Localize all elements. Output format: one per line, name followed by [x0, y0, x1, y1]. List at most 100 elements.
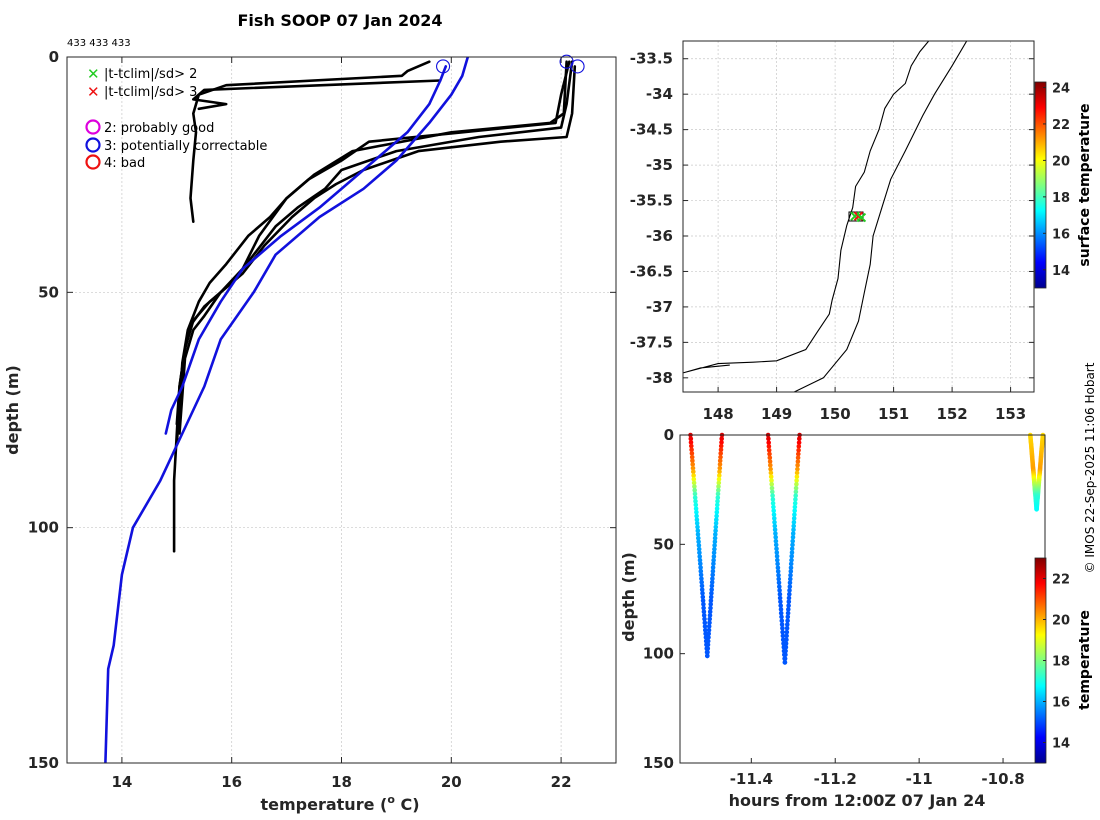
- cast-point-up: [715, 499, 720, 504]
- legend-label-sd2: |t-tclim|/sd> 2: [104, 67, 197, 82]
- cast-point-down: [766, 447, 772, 453]
- cast-point-up: [789, 550, 795, 555]
- temperature-profile-line: [178, 65, 577, 435]
- legend-label-flag2: 2: probably good: [104, 121, 214, 136]
- legend-x-red-icon: ✕: [87, 83, 100, 101]
- map-y-tick-label: -37.5: [630, 333, 673, 351]
- map-colorbar-label: surface temperature: [1077, 103, 1093, 266]
- cast-point-down: [689, 447, 694, 453]
- profile-title: Fish SOOP 07 Jan 2024: [238, 11, 443, 30]
- cast-point-up: [716, 480, 722, 486]
- cast-point-down: [777, 591, 783, 597]
- map-y-tick-label: -38: [646, 369, 673, 387]
- cast-colorbar-ticks: 14 16 18 20 22: [1043, 573, 1070, 752]
- cast-point-down: [775, 561, 780, 567]
- cast-point-down: [780, 629, 785, 635]
- cast-point-up: [711, 550, 717, 556]
- cast-point-up: [707, 613, 713, 618]
- cast-point-down: [780, 633, 786, 639]
- cast-point-up: [790, 542, 795, 548]
- cast-point-down: [772, 523, 778, 529]
- cast-point-down: [700, 594, 706, 600]
- cast-point-down: [770, 500, 776, 506]
- cast-point-up: [785, 614, 791, 620]
- cast-point-up: [793, 485, 799, 491]
- profile-x-ticks: 14 16 18 20 22: [111, 57, 572, 791]
- map-x-tick-label: 150: [819, 405, 850, 423]
- map-x-tick-label: 151: [878, 405, 909, 423]
- cast-point-down: [780, 626, 785, 631]
- cast-point-down: [773, 542, 779, 548]
- cast-point-down: [689, 443, 694, 449]
- cast-point-down: [702, 620, 708, 625]
- climatology-line: [164, 65, 448, 435]
- cast-point-up: [712, 539, 718, 544]
- cast-point-up: [710, 572, 715, 578]
- cast-point-up: [789, 554, 794, 559]
- profile-y-ticks: 0 50 100 150: [28, 48, 616, 772]
- cast-point-up: [787, 584, 793, 589]
- cast-point-up: [784, 626, 790, 631]
- cast-point-down: [771, 508, 776, 514]
- cast-point-up: [714, 517, 719, 522]
- cast-point-down: [690, 458, 695, 464]
- cast-axes-area: [679, 434, 1046, 764]
- map-axes-frame: [682, 40, 1035, 393]
- profile-subtitle: 433 433 433: [67, 38, 131, 49]
- cast-point-up: [794, 470, 800, 476]
- cast-point-up: [709, 591, 714, 596]
- map-grid: [683, 41, 1034, 392]
- cast-point-down: [691, 476, 697, 482]
- cast-point-up: [796, 447, 801, 453]
- cast-point-up: [787, 580, 793, 586]
- cast-point-down: [694, 521, 700, 526]
- cast-point-down: [695, 528, 701, 533]
- cast-point-up: [714, 510, 720, 515]
- cast-point-down: [780, 637, 786, 642]
- cast-point-up: [719, 436, 724, 442]
- cast-y-tick-label: 100: [643, 645, 674, 663]
- legend-label-sd3: |t-tclim|/sd> 3: [104, 85, 197, 100]
- cast-point-up: [713, 528, 718, 533]
- cast-colorbar-tick-label: 14: [1052, 737, 1070, 752]
- cast-point-up: [789, 546, 795, 551]
- profile-x-label: temperature (o C): [260, 793, 419, 814]
- cast-point-down: [694, 513, 699, 519]
- legend-label-flag4: 4: bad: [104, 156, 145, 171]
- cast-point-down: [776, 576, 781, 582]
- cast-point-down: [778, 607, 784, 612]
- cast-point-down: [697, 550, 702, 556]
- cast-point-up: [788, 565, 794, 570]
- cast-point-down: [766, 444, 772, 449]
- cast-point-up: [784, 629, 790, 635]
- cast-point-up: [710, 568, 716, 574]
- cast-y-tick-label: 150: [643, 754, 674, 772]
- cast-point-up: [705, 642, 711, 648]
- cast-point-up: [711, 554, 717, 559]
- cast-point-down: [772, 527, 778, 533]
- cast-point-down: [699, 587, 705, 592]
- cast-point-up: [788, 572, 793, 578]
- cast-point-up: [794, 474, 800, 480]
- profile-y-tick-label: 0: [49, 48, 59, 66]
- temperature-profile-line: [192, 79, 442, 111]
- cast-point-down: [779, 618, 785, 623]
- cast-point-up: [782, 660, 788, 665]
- cast-point-down: [769, 478, 774, 483]
- cast-point-down: [777, 584, 782, 589]
- cast-colorbar: 14 16 18 20 22 temperature: [1034, 557, 1093, 764]
- map-colorbar: 14 16 18 20 22 24 surface temperature: [1034, 81, 1093, 289]
- cast-point-down: [772, 519, 777, 525]
- cast-point-up: [711, 557, 716, 563]
- profile-legend: ✕ |t-tclim|/sd> 2 ✕ |t-tclim|/sd> 3 2: p…: [85, 65, 267, 171]
- cast-point-down: [702, 624, 708, 629]
- cast-point-down: [771, 512, 777, 517]
- legend-circle-magenta-icon: [85, 119, 101, 135]
- cast-point-down: [688, 436, 694, 442]
- cast-point-up: [784, 637, 789, 642]
- cast-point-up: [792, 508, 797, 514]
- cast-point-down: [696, 546, 702, 552]
- cast-point-up: [796, 440, 802, 445]
- cast-x-tick-label: -11.4: [730, 770, 773, 788]
- cast-point-up: [708, 605, 713, 611]
